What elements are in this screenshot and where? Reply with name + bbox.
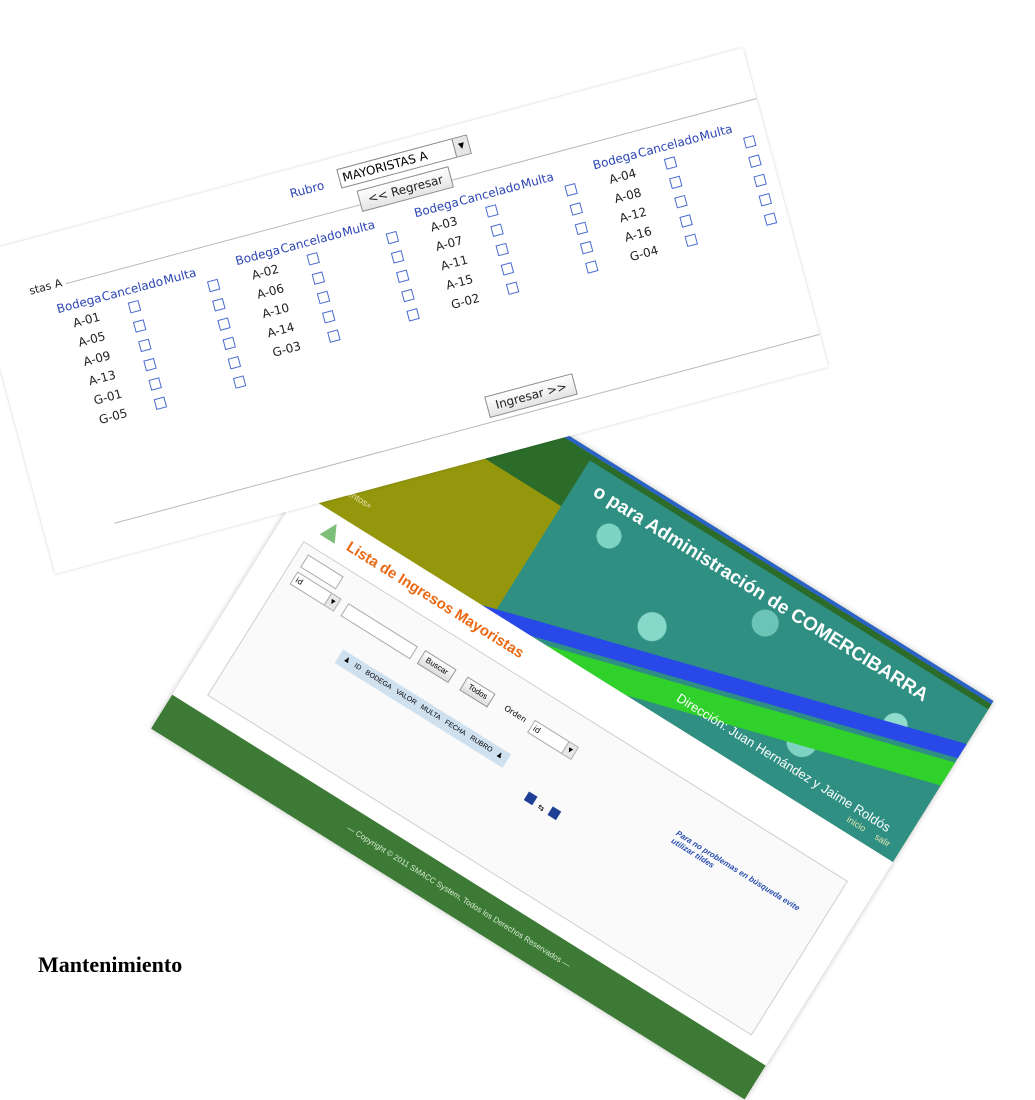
bodega-groups: BodegaCanceladoMulta A-01 A-05 A-09 A-13 G-01… [0, 48, 778, 427]
bodega-code: A-06 [255, 281, 286, 302]
buscar-button[interactable]: Buscar [416, 650, 457, 684]
multa-checkbox[interactable] [564, 182, 578, 197]
search-input[interactable] [340, 603, 418, 660]
todos-button[interactable]: Todos [459, 676, 496, 708]
multa-checkbox[interactable] [212, 298, 226, 312]
bodega-code: G-02 [449, 290, 482, 312]
multa-checkbox[interactable] [217, 317, 231, 331]
multa-checkbox[interactable] [206, 278, 221, 293]
orden-select-value: id [531, 723, 543, 736]
multa-checkbox[interactable] [758, 193, 773, 207]
cancelado-checkbox[interactable] [679, 214, 693, 228]
cancelado-checkbox[interactable] [490, 223, 504, 237]
orden-label: Orden [502, 703, 529, 725]
multa-checkbox[interactable] [227, 356, 242, 370]
multa-checkbox[interactable] [385, 230, 400, 245]
cancelado-checkbox[interactable] [316, 290, 331, 305]
list-icon [319, 519, 344, 544]
multa-checkbox[interactable] [579, 240, 594, 255]
column-header[interactable]: RUBRO [468, 734, 494, 755]
cancelado-checkbox[interactable] [132, 319, 147, 333]
cancelado-checkbox[interactable] [669, 175, 683, 190]
bodega-code: A-13 [86, 367, 118, 389]
multa-checkbox[interactable] [390, 250, 405, 264]
sort-icon[interactable]: ♟ [494, 751, 504, 761]
multa-checkbox[interactable] [406, 308, 420, 322]
bodega-code: A-04 [607, 166, 638, 187]
bodega-code: A-02 [250, 261, 281, 283]
cancelado-checkbox[interactable] [684, 233, 699, 248]
refresh-icon[interactable]: ⇆ [535, 802, 547, 814]
cancelado-checkbox[interactable] [485, 204, 499, 218]
caption: Mantenimiento [38, 952, 183, 977]
next-page-icon[interactable] [547, 806, 562, 821]
cancelado-checkbox[interactable] [153, 396, 168, 411]
cancelado-checkbox[interactable] [321, 310, 336, 324]
multa-checkbox[interactable] [763, 212, 778, 226]
column-header[interactable]: ID [352, 662, 363, 673]
search-hint: Para no problemas en búsqueda evite util… [669, 828, 802, 913]
column-header[interactable]: MULTA [418, 703, 442, 722]
column-header[interactable]: FECHA [443, 718, 468, 738]
multa-checkbox[interactable] [753, 173, 767, 188]
bodega-code: A-05 [76, 329, 107, 350]
bodega-code: A-09 [81, 348, 113, 370]
bodega-code: A-07 [434, 233, 465, 254]
bodega-code: A-12 [617, 204, 649, 226]
chevron-down-icon: ▼ [561, 741, 578, 759]
chevron-down-icon: ▼ [451, 135, 471, 157]
sort-icon[interactable]: ♟ [342, 655, 352, 666]
cancelado-checkbox[interactable] [500, 262, 515, 276]
cancelado-checkbox[interactable] [674, 194, 688, 209]
pager: ⇆ [520, 790, 564, 823]
bodega-group: BodegaCanceladoMulta A-04 A-08 A-12 A-16 G-04 [591, 111, 800, 271]
orden-select[interactable]: id ▼ [527, 719, 580, 761]
cancelado-checkbox[interactable] [148, 377, 162, 391]
column-header[interactable]: BODEGA [363, 669, 393, 692]
cancelado-checkbox[interactable] [138, 338, 152, 353]
chevron-down-icon: ▼ [324, 593, 341, 611]
cancelado-checkbox[interactable] [505, 281, 520, 295]
multa-checkbox[interactable] [569, 202, 583, 216]
cancelado-checkbox[interactable] [311, 271, 326, 285]
bodega-code: A-10 [260, 300, 291, 322]
bodega-code: A-15 [444, 271, 475, 293]
multa-checkbox[interactable] [585, 260, 599, 274]
bodega-group: BodegaCanceladoMulta A-02 A-06 A-10 A-14 G-03 [234, 207, 443, 367]
cancelado-checkbox[interactable] [127, 299, 142, 314]
bodega-code: G-04 [628, 242, 660, 264]
multa-checkbox[interactable] [743, 135, 757, 149]
cancelado-checkbox[interactable] [663, 156, 678, 170]
column-header[interactable]: VALOR [394, 688, 418, 707]
prev-page-icon[interactable] [523, 791, 538, 806]
multa-checkbox[interactable] [396, 269, 410, 283]
cancelado-checkbox[interactable] [143, 357, 157, 372]
bodega-code: A-11 [439, 252, 470, 274]
cancelado-checkbox[interactable] [327, 329, 341, 343]
bodega-code: A-08 [612, 185, 643, 207]
cancelado-checkbox[interactable] [306, 252, 320, 266]
cancelado-checkbox[interactable] [495, 242, 509, 257]
fieldset-legend: stas A [24, 275, 67, 299]
bodega-code: A-14 [265, 319, 296, 341]
bodega-code: G-05 [97, 405, 129, 427]
multa-checkbox[interactable] [222, 336, 236, 351]
bodega-code: A-01 [71, 309, 102, 331]
bodega-group: BodegaCanceladoMulta A-01 A-05 A-09 A-13 G-01… [55, 255, 269, 434]
rubro-label: Rubro [288, 178, 326, 201]
bodega-code: G-03 [270, 338, 303, 360]
bodega-code: A-03 [428, 213, 460, 235]
multa-checkbox[interactable] [574, 221, 589, 236]
multa-checkbox[interactable] [748, 154, 762, 168]
multa-checkbox[interactable] [232, 375, 247, 389]
field-select-value: id [293, 575, 305, 588]
multa-checkbox[interactable] [401, 288, 415, 303]
bodega-code: A-16 [623, 224, 654, 245]
